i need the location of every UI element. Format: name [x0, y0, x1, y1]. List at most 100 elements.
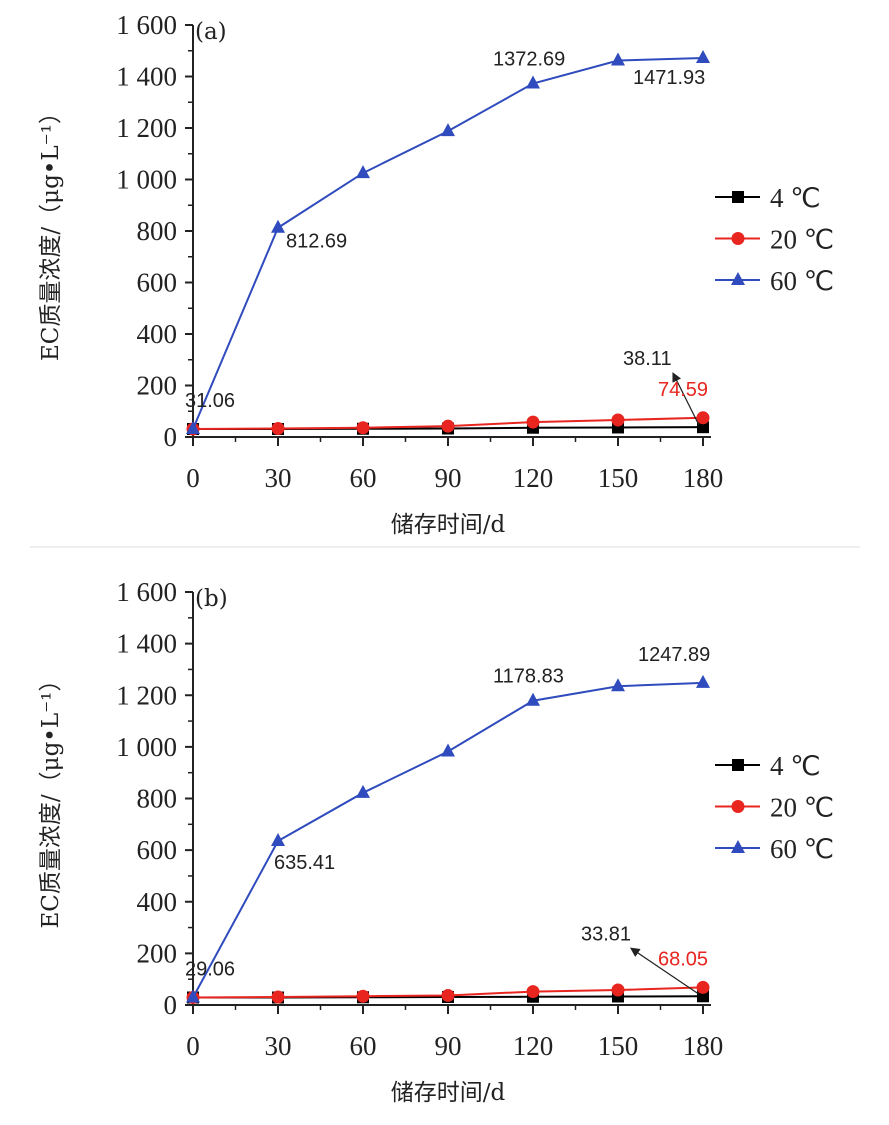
data-point-triangle — [526, 75, 540, 89]
data-label: 33.81 — [581, 923, 631, 945]
data-point-triangle — [441, 123, 455, 137]
y-tick-label: 400 — [137, 887, 178, 917]
series-triangle — [186, 674, 710, 1003]
data-point-triangle — [356, 784, 370, 798]
x-tick-label: 180 — [683, 463, 724, 493]
data-label: 29.06 — [185, 958, 235, 980]
x-tick-label: 150 — [598, 1031, 639, 1061]
x-tick-label: 30 — [265, 1031, 292, 1061]
data-point-triangle — [271, 832, 285, 846]
y-tick-label: 600 — [137, 268, 178, 298]
data-point-triangle — [441, 743, 455, 757]
chart-panel-b: 0 200 400 600 800 1 000 1 200 1 400 1 600 0 30 60 90… — [38, 577, 834, 1106]
x-axis-label: 储存时间/d — [391, 1080, 506, 1106]
data-label: 38.11 — [623, 348, 672, 370]
x-axis-label: 储存时间/d — [391, 512, 506, 538]
data-point-circle — [271, 990, 285, 1004]
data-point-square — [697, 421, 709, 434]
data-point-square — [697, 990, 709, 1003]
y-tick-label: 1 600 — [116, 10, 177, 40]
data-point-circle — [441, 988, 455, 1002]
data-label: 68.05 — [658, 948, 708, 970]
data-label: 635.41 — [274, 852, 335, 874]
y-tick-label: 1 000 — [116, 732, 177, 762]
x-tick-label: 90 — [435, 1031, 462, 1061]
legend-marker-square — [732, 759, 744, 771]
data-label: 1247.89 — [638, 644, 710, 666]
data-label: 74.59 — [658, 379, 708, 401]
y-tick-label: 1 200 — [116, 680, 177, 710]
y-tick-label: 200 — [137, 938, 178, 968]
y-tick-label: 1 000 — [116, 165, 177, 195]
legend-label: 4 ℃ — [770, 183, 821, 213]
x-tick-label: 150 — [598, 463, 639, 493]
legend-label: 20 ℃ — [770, 225, 834, 255]
legend-marker-triangle — [731, 272, 745, 285]
x-tick-label: 120 — [513, 463, 554, 493]
data-point-circle — [526, 985, 540, 999]
legend-label: 20 ℃ — [770, 793, 834, 823]
legend-label: 4 ℃ — [770, 751, 821, 781]
data-point-triangle — [271, 219, 285, 233]
data-point-circle — [356, 989, 370, 1003]
x-tick-label: 0 — [186, 463, 200, 493]
x-tick-label: 60 — [350, 1031, 377, 1061]
series-circle — [186, 980, 710, 1004]
series-line — [192, 56, 704, 430]
y-tick-label: 0 — [164, 422, 178, 452]
data-point-circle — [696, 980, 710, 994]
x-tick-label: 120 — [513, 1031, 554, 1061]
series-triangle — [186, 49, 710, 435]
panel-label: (b) — [195, 586, 228, 612]
data-point-triangle — [696, 674, 710, 688]
y-tick-label: 400 — [137, 319, 178, 349]
data-point-circle — [356, 421, 370, 435]
data-label: 812.69 — [286, 231, 347, 253]
y-tick-label: 1 200 — [116, 113, 177, 143]
data-point-circle — [271, 422, 285, 436]
data-point-triangle — [696, 49, 710, 63]
data-point-triangle — [356, 165, 370, 179]
legend-marker-circle — [731, 232, 745, 245]
x-tick-label: 180 — [683, 1031, 724, 1061]
data-point-circle — [526, 415, 540, 429]
data-point-triangle — [186, 989, 200, 1003]
legend-marker-triangle — [731, 840, 745, 853]
x-tick-label: 30 — [265, 463, 292, 493]
legend-label: 60 ℃ — [770, 834, 834, 864]
data-point-triangle — [526, 692, 540, 706]
data-point-circle — [611, 983, 625, 997]
legend-label: 60 ℃ — [770, 266, 834, 296]
y-axis-label: EC质量浓度/（μg•L⁻¹） — [38, 668, 64, 928]
panel-label: (a) — [195, 19, 227, 45]
y-tick-label: 1 400 — [116, 629, 177, 659]
annotation-arrow — [672, 372, 700, 426]
data-point-triangle — [186, 421, 200, 435]
data-label: 1471.93 — [633, 67, 705, 89]
y-tick-label: 1 400 — [116, 62, 177, 92]
x-tick-label: 90 — [435, 463, 462, 493]
data-label: 31.06 — [185, 390, 235, 412]
series-circle — [186, 411, 710, 436]
legend-marker-circle — [731, 800, 745, 813]
annotation-arrow — [630, 947, 700, 995]
legend-marker-square — [732, 191, 744, 203]
data-point-circle — [696, 411, 710, 425]
data-point-triangle — [611, 678, 625, 692]
y-tick-label: 1 600 — [116, 577, 177, 607]
x-tick-label: 60 — [350, 463, 377, 493]
y-tick-label: 200 — [137, 371, 178, 401]
series-line — [192, 681, 704, 998]
x-tick-label: 0 — [186, 1031, 200, 1061]
y-axis-label: EC质量浓度/（μg•L⁻¹） — [38, 101, 64, 361]
y-tick-label: 800 — [137, 784, 178, 814]
y-tick-label: 600 — [137, 835, 178, 865]
data-point-circle — [441, 419, 455, 433]
data-label: 1372.69 — [493, 49, 565, 71]
data-point-triangle — [611, 52, 625, 66]
y-tick-label: 0 — [164, 990, 178, 1020]
data-point-circle — [611, 413, 625, 427]
y-tick-label: 800 — [137, 216, 178, 246]
chart-panel-a: 0 200 400 600 800 1 000 1 200 1 400 1 600 0 30 60 90… — [38, 10, 834, 538]
